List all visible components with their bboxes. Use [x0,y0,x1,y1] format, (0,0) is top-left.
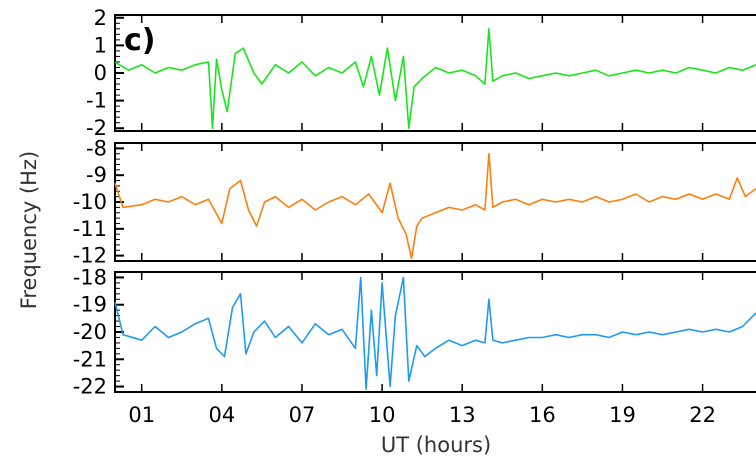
series-line-3 [114,276,756,391]
x-tick-label: 10 [369,403,396,427]
y-axis-label: Frequency (Hz) [17,151,41,309]
y-tick-label: -21 [73,347,107,371]
x-tick-label: 07 [289,403,316,427]
panel-frame [114,271,756,393]
y-tick-label: 1 [94,33,107,57]
y-tick-label: -9 [86,163,107,187]
y-tick-label: -10 [73,190,107,214]
panel-3: -22 -21 -20 -19 -18 [73,265,756,399]
x-axis-label: UT (hours) [381,433,491,457]
y-tick-label: -22 [73,375,107,399]
y-tick-label: 2 [94,6,107,30]
y-tick-label: -1 [86,89,107,113]
y-tick-label: -12 [73,244,107,268]
y-tick-label: -11 [73,217,107,241]
x-tick-label: 13 [449,403,476,427]
y-tick-label: -18 [73,265,107,289]
x-tick-label: 22 [689,403,716,427]
y-tick-label: 0 [94,61,107,85]
y-tick-label: -2 [86,116,107,140]
y-tick-label: -8 [86,136,107,160]
panel-frame [114,142,756,262]
x-tick-label: 19 [609,403,636,427]
x-tick-labels: 01 04 07 10 13 16 19 22 [128,403,716,427]
x-tick-label: 01 [128,403,155,427]
panel-2: -12 -11 -10 -9 -8 [73,136,756,268]
panel-label: c) [124,23,156,58]
panel-1: -2 -1 0 1 2 [86,6,756,140]
x-tick-label: 16 [529,403,556,427]
y-tick-label: -19 [73,293,107,317]
series-line-1 [114,27,756,129]
x-tick-label: 04 [208,403,235,427]
series-line-2 [114,152,756,260]
y-tick-label: -20 [73,320,107,344]
